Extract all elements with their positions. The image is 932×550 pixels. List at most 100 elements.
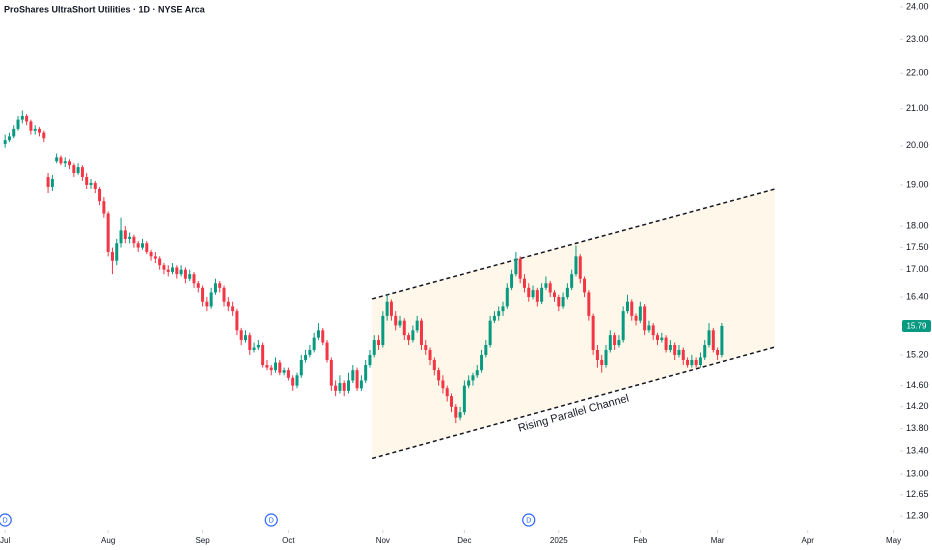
y-tick-label: 13.00 xyxy=(906,468,929,478)
candle-body xyxy=(475,370,479,376)
candle-body xyxy=(85,176,89,185)
candle-body xyxy=(681,349,685,360)
candle-body xyxy=(389,301,393,316)
candle-body xyxy=(505,287,509,307)
candle-body xyxy=(604,349,608,366)
candle-body xyxy=(471,375,475,381)
candle-body xyxy=(153,256,157,259)
dividend-marker xyxy=(264,513,278,527)
candle-body xyxy=(59,157,63,164)
candle-body xyxy=(63,161,67,164)
candle-body xyxy=(338,383,342,391)
candle-body xyxy=(711,330,715,350)
candle-body xyxy=(548,283,552,293)
candle-body xyxy=(480,354,484,371)
candle-body xyxy=(668,344,672,350)
candle-body xyxy=(334,385,338,391)
candle-body xyxy=(647,325,651,331)
candle-body xyxy=(304,354,308,360)
channel-fill xyxy=(372,188,776,459)
y-tick-label: 14.20 xyxy=(906,401,929,411)
candle-body xyxy=(381,315,385,345)
candle-body xyxy=(531,290,535,298)
y-tick-label: 12.65 xyxy=(906,489,929,499)
candle-body xyxy=(557,297,561,307)
candle-body xyxy=(252,347,256,350)
candle-body xyxy=(613,335,617,345)
y-tick-label: 23.00 xyxy=(906,34,929,44)
candle-body xyxy=(411,330,415,341)
candle-body xyxy=(570,274,574,288)
x-tick-label: Apr xyxy=(801,536,814,545)
candle-body xyxy=(510,274,514,288)
candle-body xyxy=(424,344,428,350)
candle-body xyxy=(522,278,526,288)
candle-body xyxy=(698,357,702,366)
x-tick-label: Mar xyxy=(711,536,725,545)
candle-body xyxy=(209,292,213,307)
candle-body xyxy=(274,362,278,371)
candle-body xyxy=(231,306,235,312)
candle-body xyxy=(115,243,119,261)
candle-body xyxy=(402,320,406,336)
candle-body xyxy=(12,128,16,137)
candle-body xyxy=(3,140,7,144)
candle-body xyxy=(162,265,166,270)
candle-body xyxy=(437,370,441,381)
candle-body xyxy=(591,315,595,350)
y-tick-label: 19.00 xyxy=(906,179,929,189)
y-tick-label: 24.00 xyxy=(906,1,929,11)
candle-body xyxy=(123,230,127,239)
candle-body xyxy=(561,297,565,307)
candle-body xyxy=(325,342,329,360)
candle-body xyxy=(694,359,698,366)
candle-body xyxy=(342,383,346,391)
candle-body xyxy=(175,267,179,275)
x-tick-label: Feb xyxy=(633,536,647,545)
x-tick-label: 2025 xyxy=(550,536,568,545)
candle-body xyxy=(484,344,488,355)
candle-body xyxy=(119,230,123,244)
candle-body xyxy=(488,320,492,345)
candle-body xyxy=(188,274,192,279)
candle-body xyxy=(643,306,647,331)
candle-body xyxy=(136,243,140,248)
candle-body xyxy=(634,315,638,321)
candle-body xyxy=(492,315,496,321)
candle-body xyxy=(673,344,677,355)
candle-body xyxy=(68,161,72,166)
y-tick-label: 13.40 xyxy=(906,445,929,455)
candle-body xyxy=(269,367,273,371)
candle-body xyxy=(351,370,355,381)
candle-body xyxy=(308,349,312,355)
candle-body xyxy=(407,335,411,341)
candle-body xyxy=(46,176,50,187)
candle-body xyxy=(656,335,660,341)
candle-body xyxy=(282,370,286,373)
y-tick-label: 22.00 xyxy=(906,68,929,78)
candle-body xyxy=(312,337,316,350)
candle-body xyxy=(595,349,599,360)
candle-body xyxy=(149,251,153,257)
x-tick-label: Sep xyxy=(195,536,210,545)
candle-body xyxy=(432,359,436,371)
candle-body xyxy=(450,396,454,407)
candle-body xyxy=(158,258,162,266)
candle-body xyxy=(243,335,247,341)
candle-body xyxy=(544,283,548,288)
y-tick-label: 21.00 xyxy=(906,103,929,113)
y-tick-label: 18.00 xyxy=(906,221,929,231)
candle-body xyxy=(617,340,621,345)
candle-body xyxy=(76,167,80,174)
candle-body xyxy=(20,115,24,120)
x-tick-label: Jul xyxy=(0,536,10,545)
candle-body xyxy=(145,243,149,252)
candle-body xyxy=(256,344,260,348)
candle-body xyxy=(385,301,389,316)
candle-body xyxy=(80,167,84,177)
x-tick-label: Oct xyxy=(282,536,295,545)
candle-body xyxy=(394,315,398,326)
candle-body xyxy=(316,330,320,338)
dividend-label: D xyxy=(526,517,531,524)
